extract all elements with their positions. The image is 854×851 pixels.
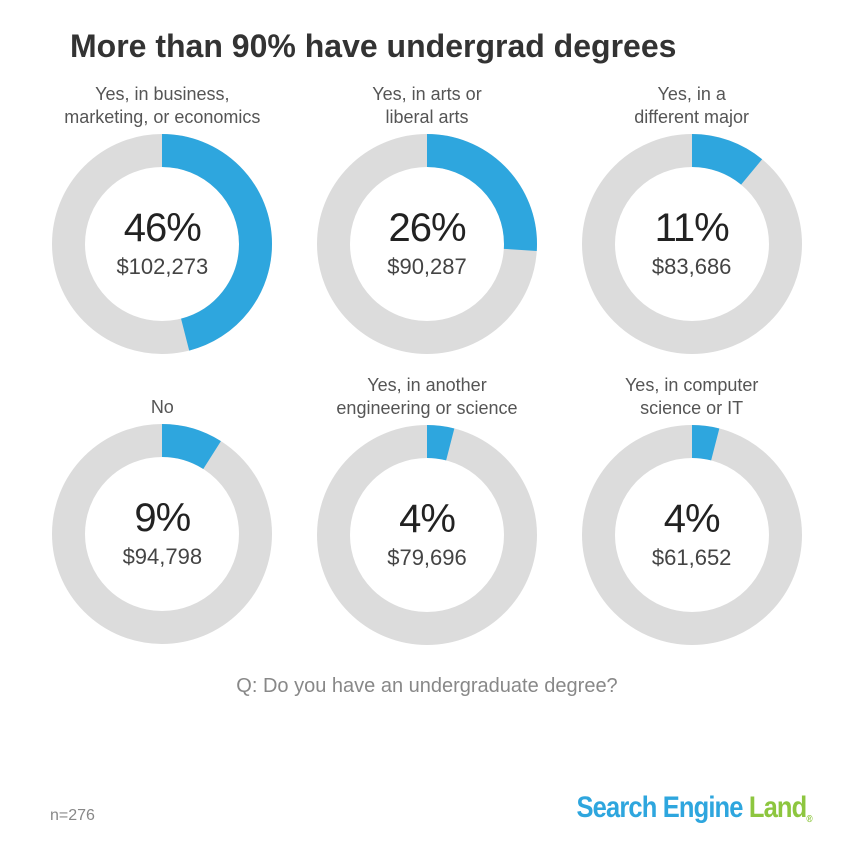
donut-chart: 26% $90,287	[317, 134, 537, 354]
donut-label: Yes, in another engineering or science	[336, 374, 517, 419]
donut-label: Yes, in arts or liberal arts	[372, 83, 481, 128]
donut-amount: $61,652	[652, 545, 732, 571]
donut-cell: Yes, in business, marketing, or economic…	[40, 83, 285, 354]
donut-center: 46% $102,273	[52, 134, 272, 354]
donut-center: 4% $79,696	[317, 425, 537, 645]
survey-question: Q: Do you have an undergraduate degree?	[0, 675, 854, 698]
donut-grid: Yes, in business, marketing, or economic…	[0, 65, 854, 645]
donut-label: Yes, in business, marketing, or economic…	[64, 83, 260, 128]
donut-center: 4% $61,652	[582, 425, 802, 645]
donut-chart: 46% $102,273	[52, 134, 272, 354]
donut-percent: 4%	[399, 499, 455, 539]
donut-cell: Yes, in a different major 11% $83,686	[569, 83, 814, 354]
donut-percent: 46%	[124, 208, 201, 248]
donut-percent: 11%	[655, 208, 729, 248]
donut-chart: 11% $83,686	[582, 134, 802, 354]
brand-part-1: Search Engine	[577, 791, 743, 824]
donut-cell: No 9% $94,798	[40, 374, 285, 645]
donut-amount: $102,273	[116, 254, 208, 280]
brand-logo: Search Engine Land®	[577, 791, 812, 825]
trademark-icon: ®	[807, 814, 812, 825]
sample-size: n=276	[50, 807, 95, 825]
donut-amount: $83,686	[652, 254, 732, 280]
donut-amount: $94,798	[123, 544, 203, 570]
chart-title: More than 90% have undergrad degrees	[0, 0, 854, 65]
donut-cell: Yes, in another engineering or science 4%…	[305, 374, 550, 645]
donut-cell: Yes, in arts or liberal arts 26% $90,287	[305, 83, 550, 354]
donut-center: 26% $90,287	[317, 134, 537, 354]
donut-percent: 9%	[134, 498, 190, 538]
donut-percent: 4%	[664, 499, 720, 539]
donut-center: 11% $83,686	[582, 134, 802, 354]
footer-bar: n=276 Search Engine Land®	[0, 791, 854, 825]
donut-chart: 4% $79,696	[317, 425, 537, 645]
donut-chart: 9% $94,798	[52, 424, 272, 644]
donut-chart: 4% $61,652	[582, 425, 802, 645]
donut-percent: 26%	[388, 208, 465, 248]
donut-amount: $90,287	[387, 254, 467, 280]
donut-cell: Yes, in computer science or IT 4% $61,652	[569, 374, 814, 645]
brand-part-2: Land	[749, 791, 807, 824]
donut-label: Yes, in a different major	[634, 83, 749, 128]
donut-amount: $79,696	[387, 545, 467, 571]
donut-center: 9% $94,798	[52, 424, 272, 644]
donut-label: No	[151, 374, 174, 418]
donut-label: Yes, in computer science or IT	[625, 374, 758, 419]
